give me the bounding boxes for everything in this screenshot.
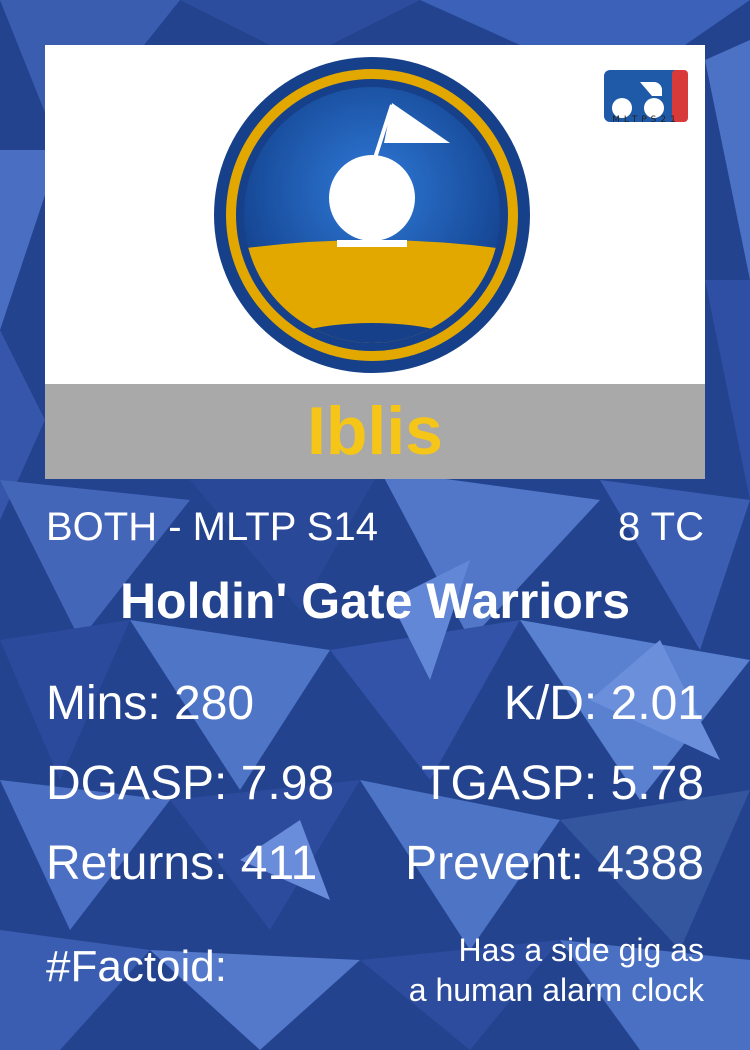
factoid-line-1: Has a side gig as [458, 932, 704, 968]
factoid-line-2: a human alarm clock [408, 972, 704, 1008]
position-season: BOTH - MLTP S14 [46, 505, 378, 549]
name-bar: Iblis [45, 384, 705, 479]
stat-dgasp: DGASP: 7.98 [46, 757, 335, 810]
factoid-text: Has a side gig as a human alarm clock [344, 930, 704, 1010]
tc-count: 8 TC [618, 505, 704, 549]
league-logo-icon [604, 70, 688, 122]
logo-panel: MLTPS21 [45, 45, 705, 385]
stat-mins: Mins: 280 [46, 677, 255, 730]
league-logo-text: MLTPS21 [612, 115, 680, 125]
team-logo-icon [214, 57, 530, 373]
stat-tgasp: TGASP: 5.78 [421, 757, 704, 810]
stat-returns: Returns: 411 [46, 837, 318, 890]
factoid-label: #Factoid: [46, 942, 227, 991]
stat-prevent: Prevent: 4388 [405, 837, 704, 890]
team-name: Holdin' Gate Warriors [119, 573, 631, 629]
player-name: Iblis [306, 393, 444, 469]
stat-kd: K/D: 2.01 [503, 677, 704, 730]
